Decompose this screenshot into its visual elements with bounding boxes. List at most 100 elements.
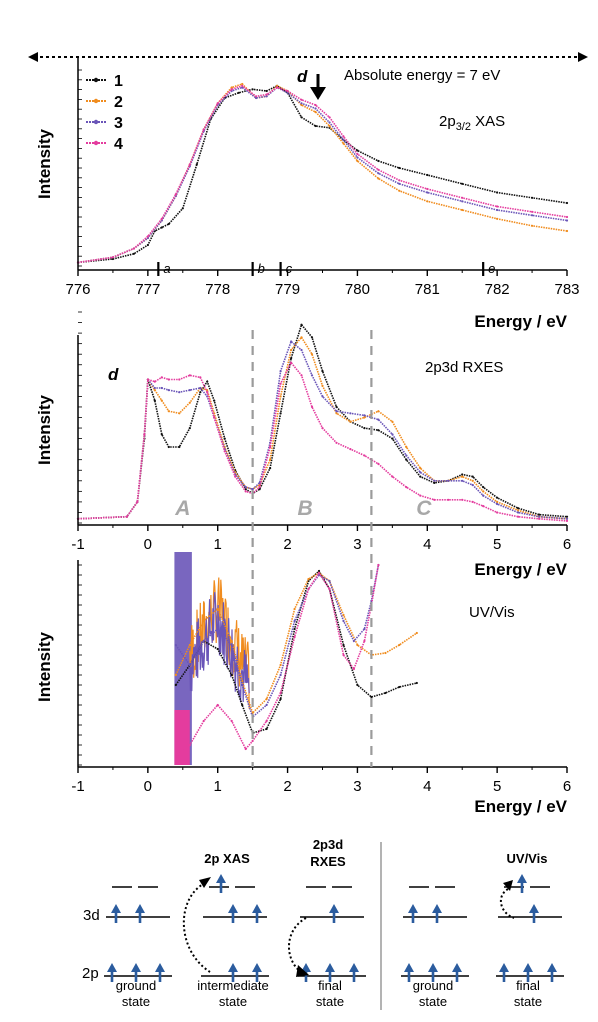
rxes-series-2-point [363, 416, 366, 419]
rxes-series-1-point [160, 433, 163, 436]
uvvis-series-4-point [328, 587, 331, 591]
uvvis-series-3-point [265, 703, 268, 707]
rxes-panel: -1 0 1 2 3 4 5 6 2p3d RXES d A B C Intensity Ener… [35, 311, 571, 579]
xas-series-1-point [195, 163, 198, 166]
rxes-series-2-point [391, 420, 394, 423]
xas-series-3-point [565, 219, 569, 222]
uvvis-series-4-point [174, 755, 177, 759]
uvvis-x-tick-label: -1 [71, 778, 84, 795]
marker-d-arrow-head [310, 87, 326, 100]
rxes-series-4-point [244, 490, 247, 493]
xas-series-2-point [328, 124, 331, 128]
xas-series-1-point [314, 124, 317, 128]
uvvis-series-2-point [398, 643, 401, 647]
xas-series-4-point [160, 217, 163, 220]
spin-up-electron-head [547, 963, 557, 972]
rxes-series-2-point [471, 479, 474, 482]
rxes-series-4-point [206, 391, 209, 394]
xas-series-2-point [377, 177, 380, 180]
xas-series-2-point [342, 142, 345, 145]
spin-up-electron-head [301, 963, 311, 972]
legend-label-1: 1 [114, 73, 123, 90]
rxes-x-tick-label: 5 [493, 536, 501, 553]
xas-series-4-point [230, 88, 233, 91]
uvvis-series-3-point [174, 643, 177, 647]
uvvis-transition-arc [499, 888, 515, 919]
uvvis-series-1-point [384, 691, 387, 695]
xas-series-4-point [174, 193, 177, 196]
rxes-series-3-point [199, 386, 202, 390]
xas-x-tick-label: 776 [65, 281, 90, 298]
spin-up-electron-head [523, 963, 533, 972]
uvvis-series-4-point [279, 691, 282, 695]
rxes-series-4-point [199, 376, 202, 379]
xas-transition-arc [182, 882, 211, 973]
uvvis-series-2-point [342, 613, 345, 617]
spin-up-electron-head [325, 963, 335, 972]
rxes-series-3-point [565, 517, 569, 520]
rxes-x-tick-label: 4 [423, 536, 431, 553]
xas-series-4-point [398, 179, 401, 182]
rxes-process-title-line1: 2p3d [313, 837, 343, 852]
diagram-states [104, 874, 564, 982]
spin-up-electron-head [107, 963, 117, 972]
uvvis-y-minor-ticks [78, 564, 82, 766]
uvvis-series-2-point [279, 663, 282, 667]
rxes-series-2-point [482, 490, 485, 493]
xas-series-4-point [132, 247, 135, 250]
rxes-series-4-point [335, 441, 338, 444]
rxes-region-labels: A B C [174, 497, 432, 520]
rxes-series-1-point [471, 475, 474, 478]
rxes-series-1-point [223, 437, 226, 440]
rxes-d-label: d [108, 365, 119, 384]
rxes-series-1-point [244, 488, 247, 491]
spin-up-electron-head [329, 904, 339, 913]
rxes-series-4-point [160, 376, 163, 379]
rxes-series-group [76, 323, 569, 523]
spin-up-electron-head [155, 963, 165, 972]
rxes-x-tick-label: 6 [563, 536, 571, 553]
rxes-series-4-point [391, 475, 394, 478]
rxes-series-1-line [77, 323, 568, 520]
xas-series-3-point [342, 138, 345, 142]
rxes-x-ticks: -1 0 1 2 3 4 5 6 [71, 525, 571, 553]
xas-x-tick-label: 783 [554, 281, 579, 298]
xas-series-1-point [496, 191, 499, 194]
uvvis-series-3-line [175, 564, 380, 719]
rxes-series-3-point [153, 386, 156, 390]
rxes-series-1-point [153, 399, 156, 402]
xas-series-1-point [146, 243, 149, 247]
uvvis-series-1-point [398, 685, 401, 689]
rxes-series-4-point [447, 498, 450, 501]
spin-up-electron-head [349, 963, 359, 972]
rxes-series-2-point [300, 336, 303, 339]
rxes-series-1-point [321, 370, 324, 373]
rxes-series-2-point [188, 401, 191, 404]
region-label-C: C [416, 497, 432, 520]
xas-series-2-point [276, 84, 279, 87]
rxes-series-2-point [269, 458, 272, 461]
rxes-series-3-point [188, 389, 191, 392]
uvvis-series-2-point [356, 643, 359, 647]
legend-marker-1 [93, 77, 99, 83]
absolute-energy-annotation: Absolute energy = 7 eV [344, 67, 500, 84]
uvvis-series-3-point [317, 573, 321, 577]
uvvis-series-1-point [370, 695, 373, 699]
xas-series-3-point [255, 96, 258, 100]
uvvis-series-1-point [356, 683, 359, 687]
rxes-y-label: Intensity [35, 395, 54, 465]
uvvis-noise-band-pink [174, 710, 190, 765]
xas-series-1-point [237, 91, 240, 94]
rxes-series-1-point [178, 445, 181, 449]
uvvis-series-2-point [216, 607, 219, 611]
caption-ground-1-line1: ground [116, 978, 156, 993]
rxes-series-4-point [167, 378, 170, 381]
rxes-series-3-point [447, 479, 450, 482]
rxes-series-3-point [290, 340, 293, 343]
uvvis-series-2-point [188, 643, 191, 647]
xas-series-1-point [398, 166, 401, 170]
level-label-3d: 3d [83, 907, 100, 924]
uvvis-series-3-point [342, 619, 345, 623]
uvvis-x-ticks: -1 0 1 2 3 4 5 6 [71, 767, 571, 795]
xas-series-4-point [255, 95, 258, 98]
